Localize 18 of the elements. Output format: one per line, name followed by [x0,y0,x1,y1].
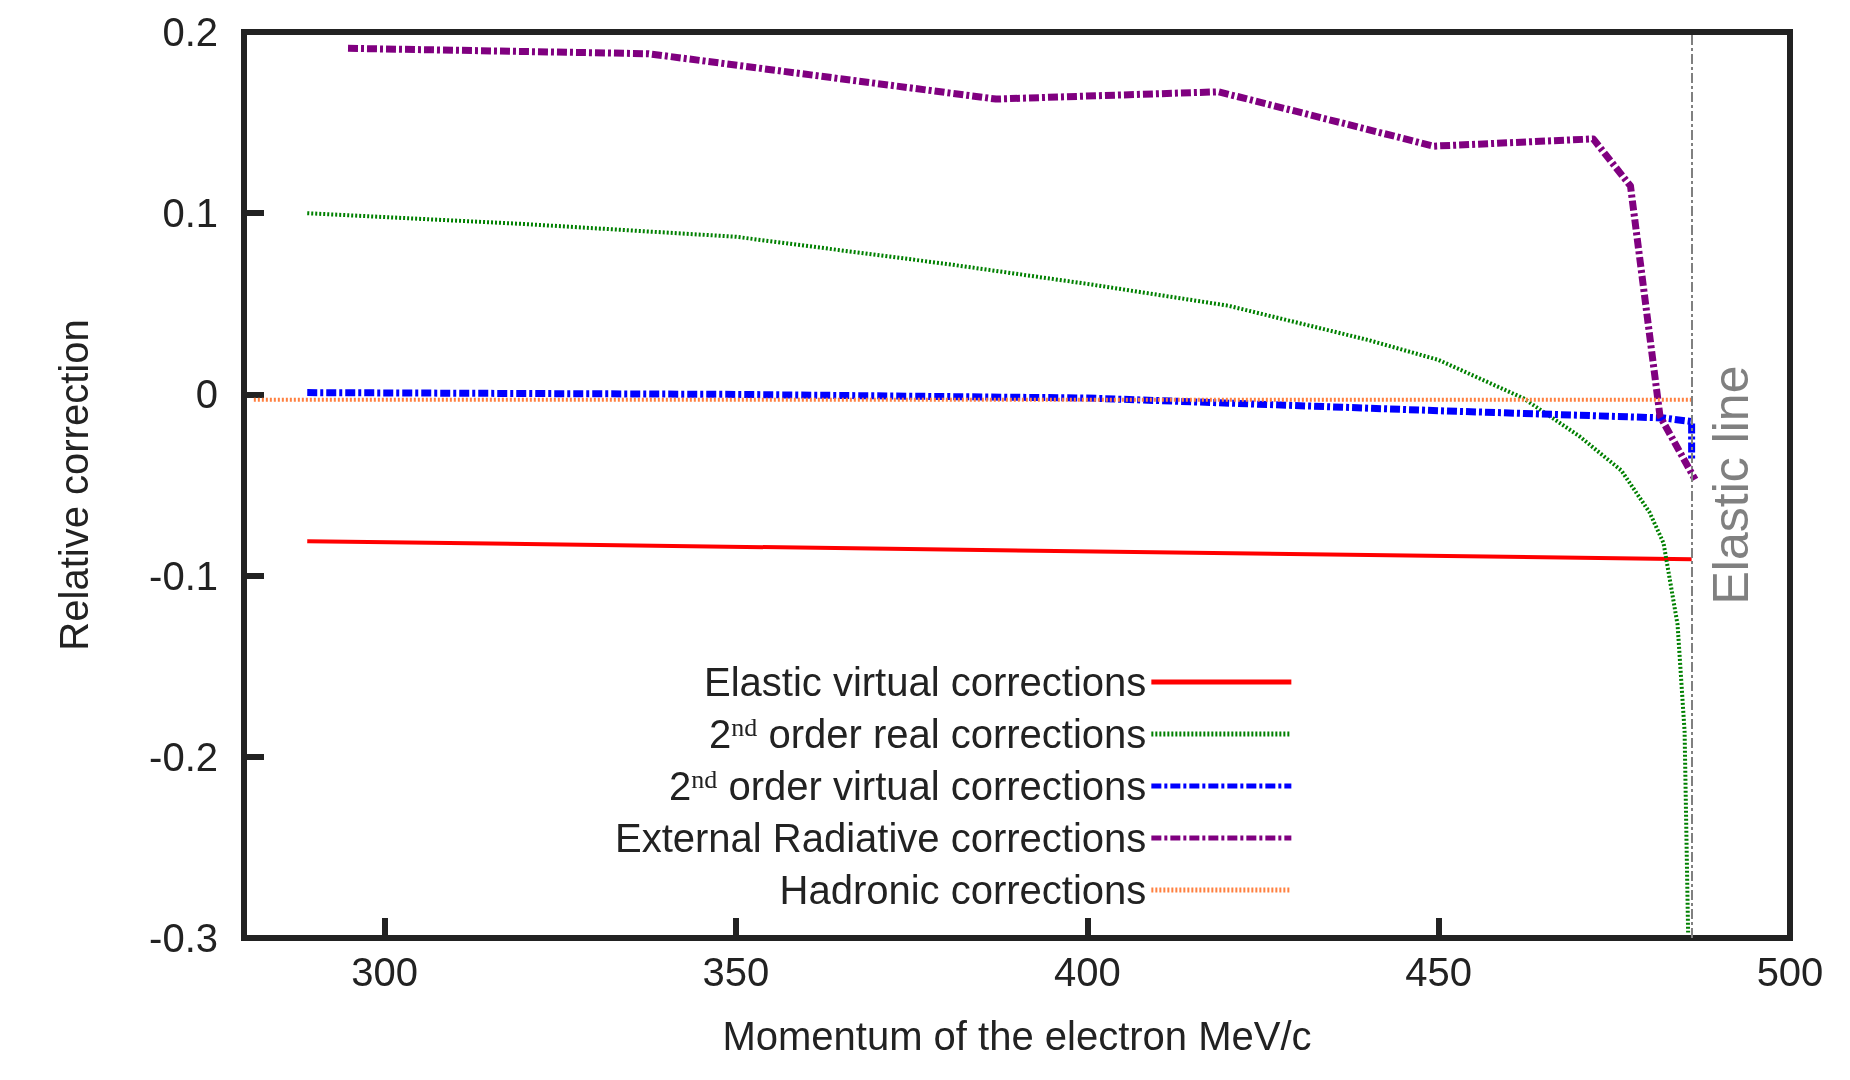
y-tick-label: 0.1 [162,191,218,236]
y-axis-title: Relative correction [52,319,96,651]
y-tick-label: 0.2 [162,10,218,54]
x-axis-title: Momentum of the electron MeV/c [722,1014,1312,1058]
x-tick-label: 500 [1756,950,1824,994]
x-tick-label: 350 [702,950,770,994]
legend-label: Elastic virtual corrections [703,660,1147,704]
y-tick-label: 0 [195,372,218,417]
legend-label: External Radiative corrections [615,816,1147,860]
y-tick-label: -0.2 [149,734,218,779]
ref-line-label: Elastic line [1702,365,1759,605]
legend-label: Hadronic corrections [779,868,1147,912]
x-tick-label: 400 [1053,950,1121,994]
x-tick-label: 450 [1405,950,1473,994]
y-tick-label: -0.3 [149,916,218,960]
line-series [305,211,1691,935]
x-tick-label: 300 [351,950,418,994]
y-tick-label: -0.1 [149,553,218,598]
